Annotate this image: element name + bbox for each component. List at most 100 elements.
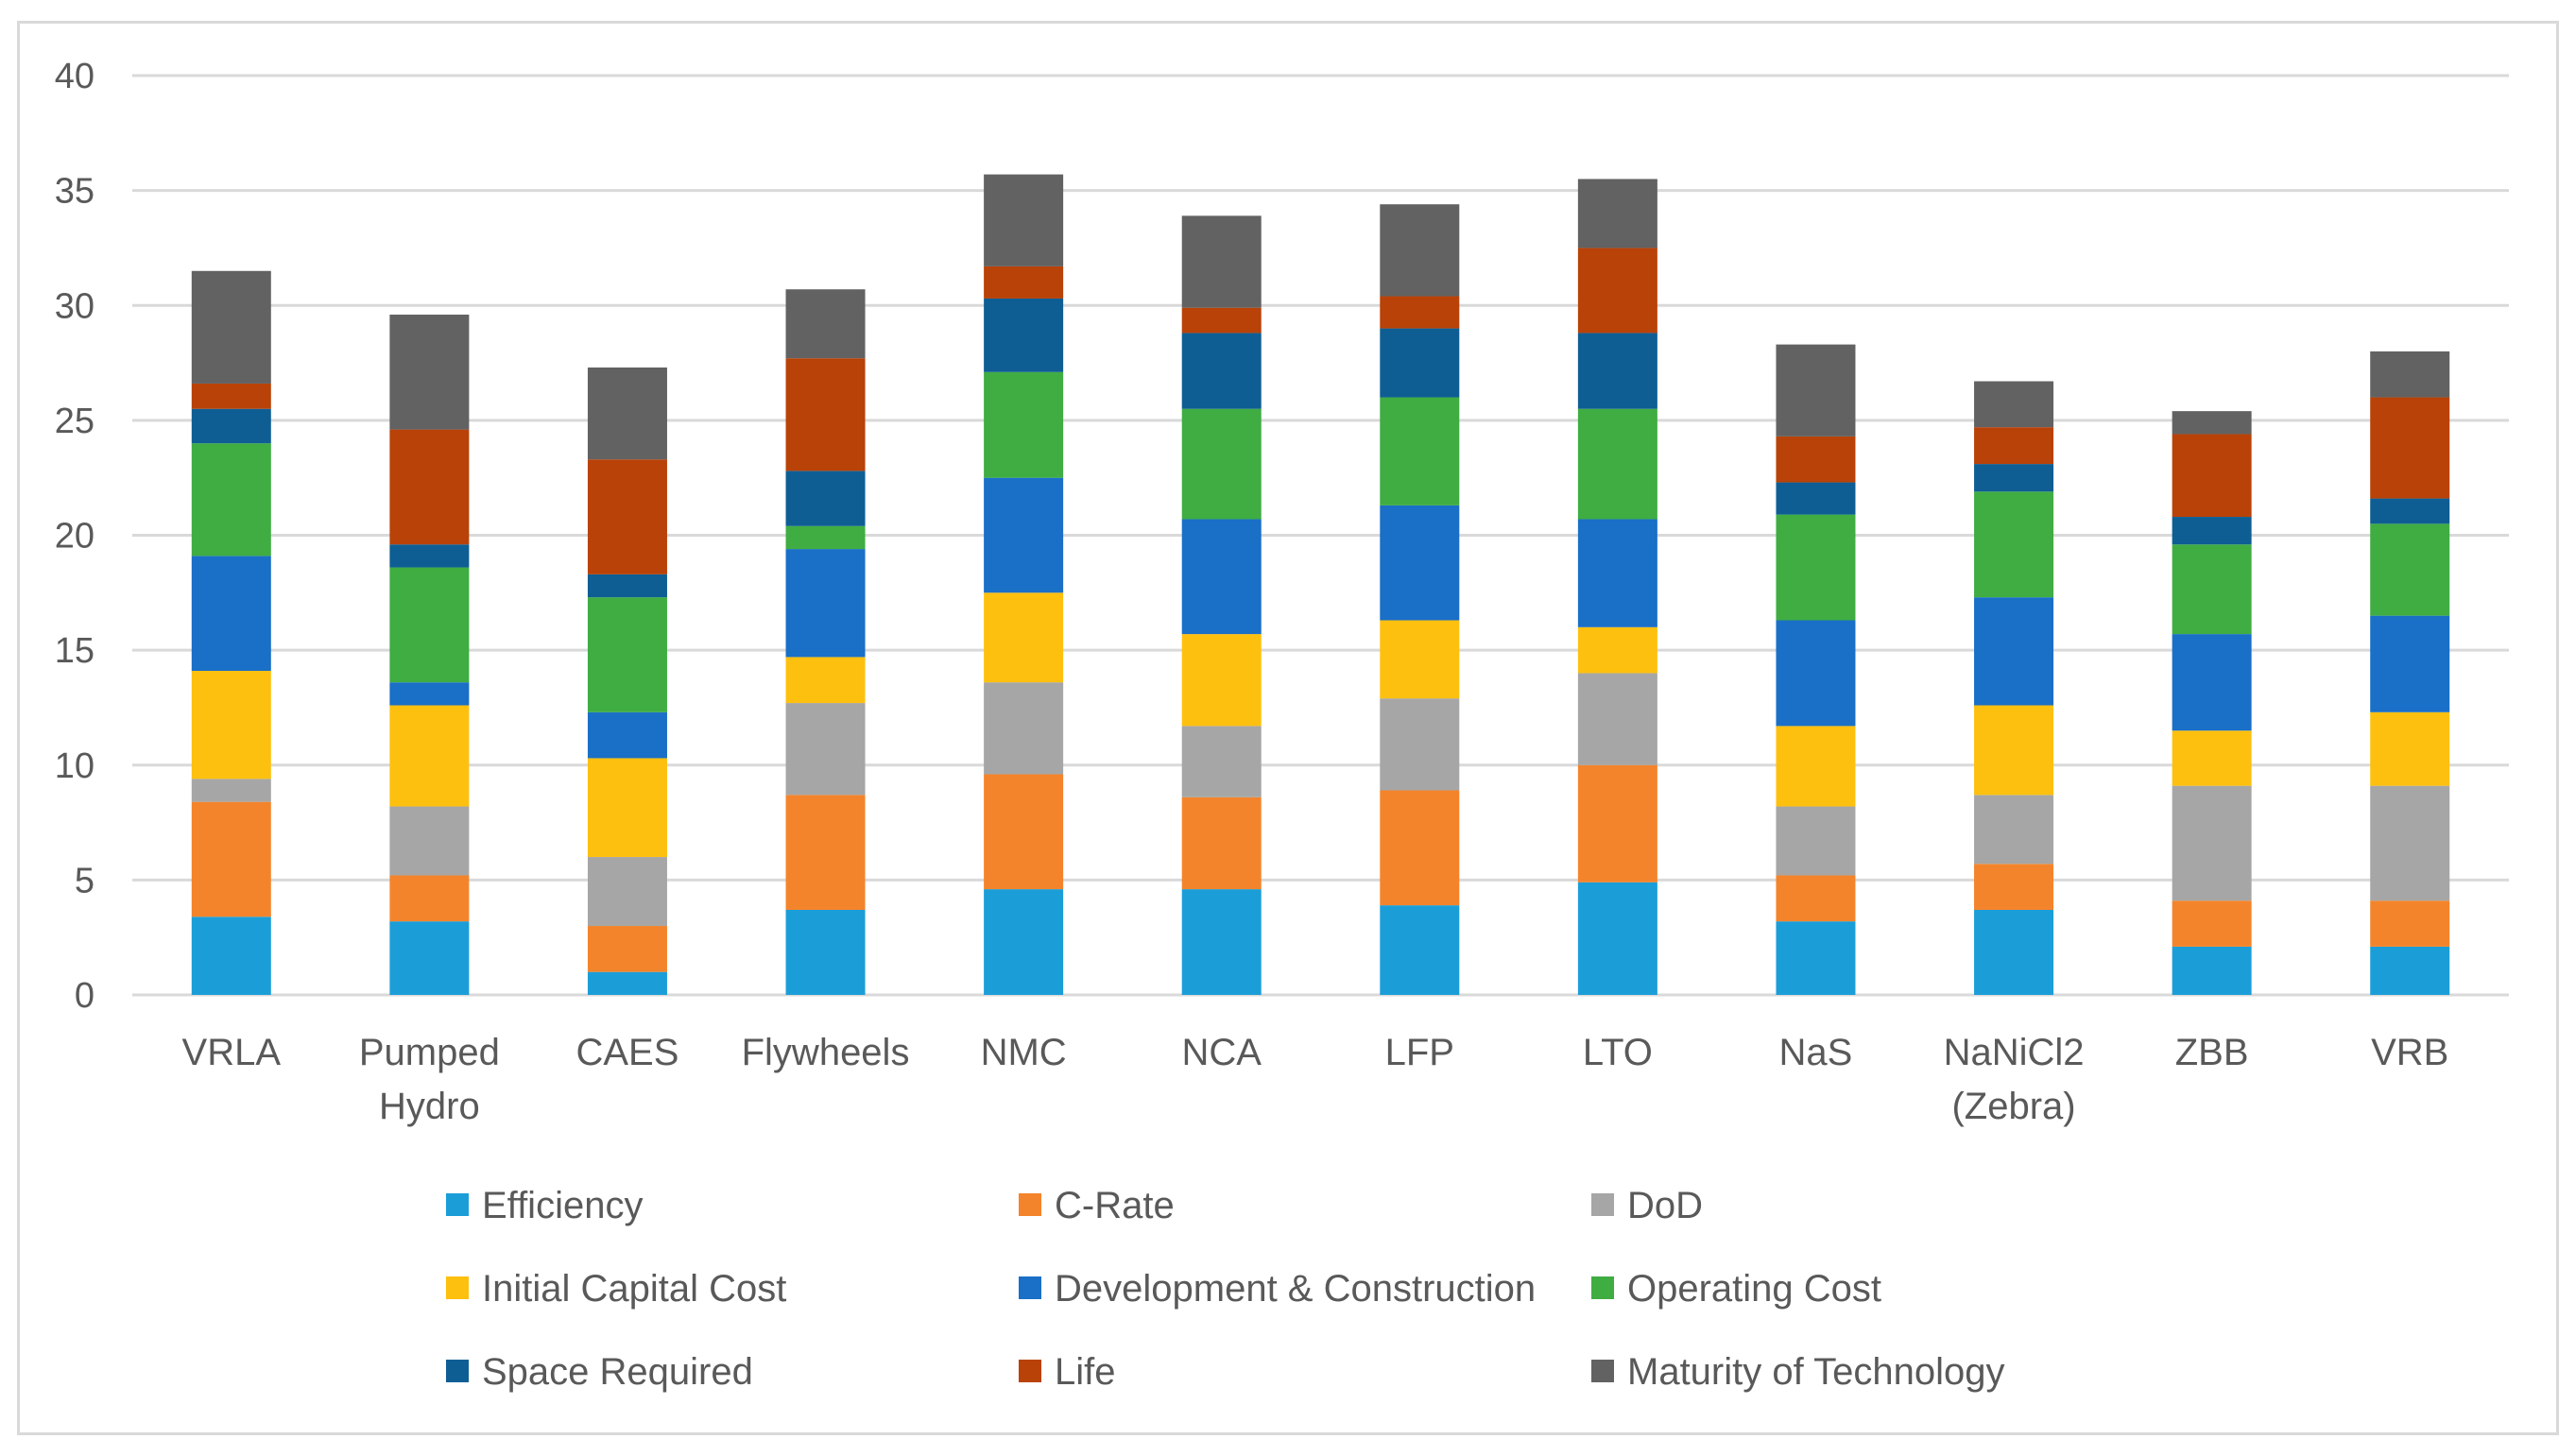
bar-segment-9-5 xyxy=(1974,491,2054,598)
bar-segment-8-7 xyxy=(1776,436,1856,483)
bar-segment-10-8 xyxy=(2172,411,2252,435)
bar-segment-1-0 xyxy=(389,921,470,995)
bar-segment-2-6 xyxy=(587,574,667,598)
bar-segment-4-3 xyxy=(984,592,1064,683)
bar-segment-6-3 xyxy=(1380,620,1460,699)
x-tick-label: (Zebra) xyxy=(1951,1086,2075,1127)
bar-segment-0-4 xyxy=(191,556,271,672)
bar-segment-5-2 xyxy=(1181,726,1262,797)
legend-swatch xyxy=(1019,1276,1041,1299)
bar-segment-9-6 xyxy=(1974,464,2054,492)
x-tick-label: Pumped xyxy=(359,1032,500,1073)
x-tick-label: NaNiCl2 xyxy=(1944,1032,2085,1073)
bar-segment-9-2 xyxy=(1974,795,2054,865)
bar-segment-2-7 xyxy=(587,459,667,574)
bar-segment-10-7 xyxy=(2172,434,2252,518)
bar-segment-3-8 xyxy=(785,289,866,359)
bar-segment-3-7 xyxy=(785,358,866,471)
bar-segment-3-4 xyxy=(785,549,866,658)
bar-segment-4-2 xyxy=(984,682,1064,775)
bar-segment-7-4 xyxy=(1577,519,1657,627)
bar-segment-10-4 xyxy=(2172,634,2252,731)
bar-segment-11-0 xyxy=(2370,946,2450,995)
legend-label: Initial Capital Cost xyxy=(482,1268,786,1310)
bar-segment-8-4 xyxy=(1776,620,1856,727)
bar-segment-5-8 xyxy=(1181,215,1262,308)
y-tick-label: 40 xyxy=(55,57,94,96)
bar-segment-2-2 xyxy=(587,857,667,927)
bar-segment-0-1 xyxy=(191,801,271,917)
legend-swatch xyxy=(1591,1360,1614,1382)
bar-segment-0-3 xyxy=(191,671,271,779)
bar-segment-8-8 xyxy=(1776,344,1856,437)
bar-segment-1-7 xyxy=(389,429,470,545)
bar-segment-3-5 xyxy=(785,525,866,550)
legend: Efficiency C-Rate DoD Initial Capital Cost D… xyxy=(446,1185,2004,1393)
x-tick-label: Hydro xyxy=(379,1086,480,1127)
bar-segment-11-1 xyxy=(2370,900,2450,947)
bar-segment-3-2 xyxy=(785,703,866,796)
y-tick-label: 30 xyxy=(55,286,94,326)
bar-segment-9-1 xyxy=(1974,864,2054,910)
bar-segment-1-6 xyxy=(389,544,470,568)
bar-segment-10-2 xyxy=(2172,785,2252,901)
bar-segment-11-5 xyxy=(2370,523,2450,616)
bar-segment-10-0 xyxy=(2172,946,2252,995)
bar-segment-0-6 xyxy=(191,408,271,444)
bar-segment-4-4 xyxy=(984,477,1064,593)
x-tick-label: VRB xyxy=(2371,1032,2448,1073)
bar-segment-7-5 xyxy=(1577,408,1657,520)
bar-segment-10-1 xyxy=(2172,900,2252,947)
bar-segment-5-4 xyxy=(1181,519,1262,635)
legend-label: Life xyxy=(1055,1351,1116,1393)
bar-segment-8-0 xyxy=(1776,921,1856,995)
x-tick-label: Flywheels xyxy=(742,1032,910,1073)
bar-segment-2-4 xyxy=(587,711,667,759)
bar-segment-7-6 xyxy=(1577,333,1657,409)
bar-segment-1-3 xyxy=(389,705,470,807)
legend-label: Development & Construction xyxy=(1055,1268,1536,1310)
bar-segment-6-1 xyxy=(1380,790,1460,906)
bar-segment-0-0 xyxy=(191,916,271,995)
bars xyxy=(191,174,2450,995)
bar-segment-4-7 xyxy=(984,266,1064,299)
bar-segment-3-1 xyxy=(785,795,866,910)
x-tick-label: NCA xyxy=(1181,1032,1262,1073)
bar-segment-5-6 xyxy=(1181,333,1262,409)
legend-swatch xyxy=(446,1193,469,1216)
y-axis-ticks: 0 5 10 15 20 25 30 35 40 xyxy=(55,57,94,1016)
bar-segment-6-5 xyxy=(1380,397,1460,505)
x-tick-label: LFP xyxy=(1385,1032,1454,1073)
bar-segment-2-1 xyxy=(587,926,667,972)
bar-segment-4-6 xyxy=(984,298,1064,372)
legend-swatch xyxy=(446,1360,469,1382)
y-tick-label: 25 xyxy=(55,402,94,441)
legend-label: Operating Cost xyxy=(1627,1268,1881,1310)
bar-segment-5-5 xyxy=(1181,408,1262,520)
legend-swatch xyxy=(1591,1193,1614,1216)
bar-segment-5-7 xyxy=(1181,307,1262,334)
y-tick-label: 0 xyxy=(75,976,94,1016)
bar-segment-1-4 xyxy=(389,682,470,706)
bar-segment-4-5 xyxy=(984,371,1064,478)
legend-swatch xyxy=(1591,1276,1614,1299)
bar-segment-1-1 xyxy=(389,875,470,922)
legend-swatch xyxy=(1019,1193,1041,1216)
bar-segment-4-1 xyxy=(984,774,1064,890)
bar-segment-2-0 xyxy=(587,971,667,995)
bar-segment-0-2 xyxy=(191,779,271,802)
bar-segment-0-5 xyxy=(191,443,271,557)
x-axis-labels: VRLA Pumped Hydro CAES Flywheels NMC NCA LFP LTO… xyxy=(182,1032,2449,1127)
bar-segment-5-1 xyxy=(1181,797,1262,890)
bar-segment-1-5 xyxy=(389,567,470,683)
legend-swatch xyxy=(1019,1360,1041,1382)
bar-segment-7-7 xyxy=(1577,248,1657,334)
bar-segment-9-7 xyxy=(1974,427,2054,465)
legend-label: Space Required xyxy=(482,1351,753,1393)
bar-segment-3-0 xyxy=(785,909,866,995)
bar-segment-11-2 xyxy=(2370,785,2450,901)
y-tick-label: 15 xyxy=(55,631,94,671)
bar-segment-2-8 xyxy=(587,367,667,460)
legend-label: C-Rate xyxy=(1055,1185,1175,1226)
bar-segment-9-4 xyxy=(1974,597,2054,706)
